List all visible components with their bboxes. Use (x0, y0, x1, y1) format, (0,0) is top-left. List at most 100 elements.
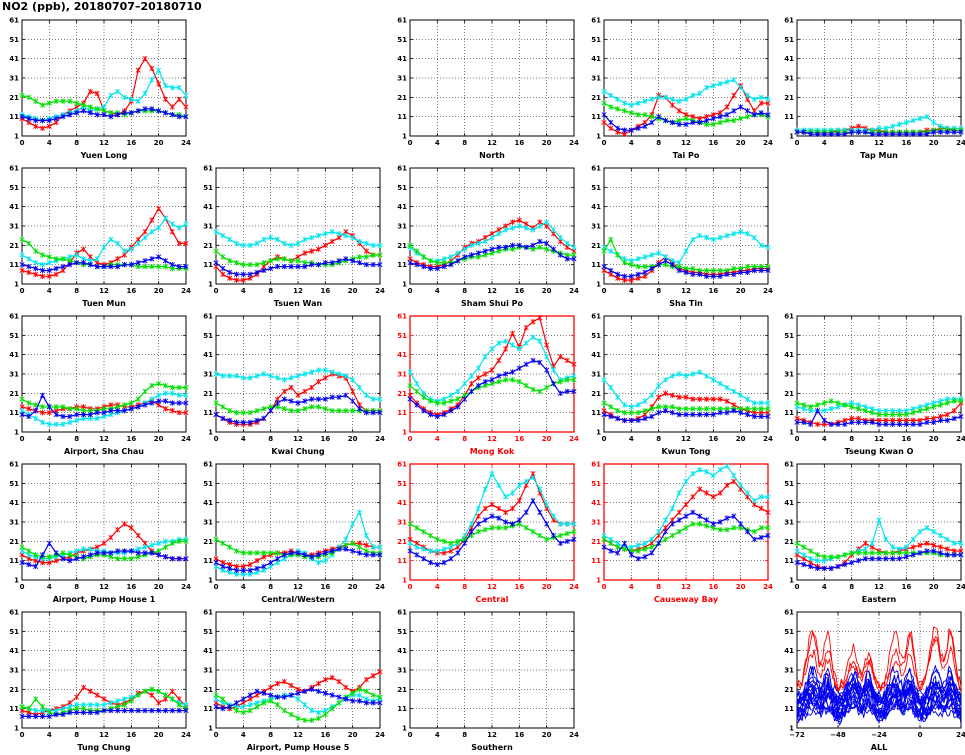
data-point (268, 698, 274, 704)
data-point (862, 129, 868, 135)
panel-title: Airport, Pump House 5 (247, 743, 350, 752)
data-point (931, 548, 937, 554)
data-point (496, 357, 502, 364)
x-tick-label: 0 (408, 139, 413, 147)
data-point (489, 346, 495, 352)
data-point (509, 521, 516, 527)
data-point (744, 108, 751, 114)
data-point (765, 400, 771, 406)
data-point (883, 550, 889, 556)
data-point (635, 263, 641, 270)
data-point (710, 115, 716, 122)
data-point (758, 525, 764, 531)
x-tick-label: 0 (408, 731, 413, 739)
data-point (571, 256, 577, 262)
x-tick-label: 0 (602, 583, 607, 591)
data-point (33, 563, 39, 570)
x-tick-label: 16 (126, 287, 136, 295)
data-point (315, 552, 322, 558)
data-point (350, 398, 356, 404)
y-tick-label: 61 (784, 461, 794, 469)
y-tick-label: 11 (591, 557, 601, 565)
data-point (274, 702, 281, 708)
x-tick-label: 20 (736, 139, 746, 147)
data-point (53, 256, 59, 262)
data-point (828, 398, 834, 404)
x-tick-label: 20 (542, 435, 552, 443)
y-tick-label: 21 (203, 538, 213, 546)
data-point (377, 700, 383, 706)
data-point (903, 421, 909, 427)
data-point (169, 229, 175, 235)
data-point (26, 400, 32, 406)
data-point (233, 409, 240, 416)
x-tick-label: 8 (849, 435, 854, 443)
data-point (434, 260, 440, 266)
data-point (649, 265, 655, 272)
data-point (176, 96, 182, 102)
data-point (356, 544, 363, 550)
data-point (19, 704, 25, 710)
data-point (26, 705, 32, 712)
x-tick-label: 20 (736, 435, 746, 443)
y-tick-label: 31 (203, 667, 213, 675)
data-point (530, 227, 536, 233)
data-point (156, 688, 162, 694)
data-point (649, 119, 655, 126)
data-point (608, 267, 614, 274)
data-point (288, 242, 294, 249)
data-point (370, 396, 376, 402)
data-point (356, 550, 363, 556)
data-point (690, 236, 696, 243)
data-point (814, 131, 821, 137)
data-point (142, 55, 148, 62)
y-tick-label: 51 (9, 184, 19, 192)
data-point (683, 121, 689, 128)
data-point (910, 409, 916, 416)
data-point (183, 538, 189, 545)
y-tick-label: 41 (784, 499, 794, 507)
data-point (39, 409, 46, 416)
data-point (156, 81, 162, 87)
data-point (254, 557, 260, 564)
data-point (350, 234, 356, 241)
data-point (951, 415, 957, 422)
data-point (530, 334, 536, 340)
data-point (489, 525, 495, 531)
data-point (482, 505, 488, 512)
data-point (468, 252, 475, 258)
data-point (87, 104, 93, 110)
x-tick-label: 4 (47, 435, 52, 443)
data-point (571, 536, 577, 543)
data-point (924, 419, 930, 426)
data-point (421, 394, 427, 400)
data-point (703, 406, 710, 412)
y-tick-label: 1 (402, 577, 407, 585)
data-point (717, 119, 723, 126)
x-tick-label: 24 (569, 435, 579, 443)
data-point (448, 540, 454, 546)
data-point (724, 112, 730, 118)
data-point (601, 536, 607, 543)
data-point (758, 534, 764, 541)
data-point (26, 713, 32, 720)
data-point (94, 263, 100, 270)
data-point (758, 494, 764, 500)
data-point (738, 229, 744, 235)
data-point (336, 258, 342, 264)
data-point (697, 411, 703, 418)
data-point (149, 686, 155, 693)
data-point (183, 392, 189, 398)
y-tick-label: 31 (397, 371, 407, 379)
data-point (482, 248, 488, 254)
data-point (87, 411, 93, 418)
y-tick-label: 11 (784, 705, 794, 713)
data-point (315, 404, 322, 410)
data-point (489, 470, 495, 477)
data-point (468, 242, 475, 249)
data-point (350, 690, 356, 696)
data-point (135, 707, 141, 714)
data-point (329, 238, 335, 245)
